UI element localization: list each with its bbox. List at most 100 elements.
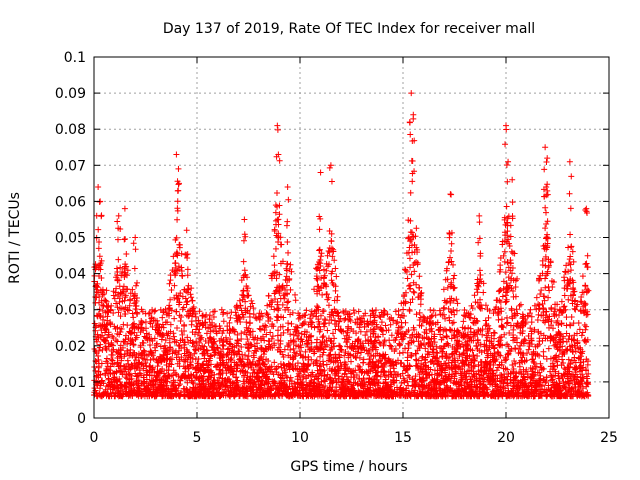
data-point	[433, 349, 440, 356]
data-point	[258, 353, 265, 360]
data-point	[386, 337, 393, 344]
data-point	[109, 333, 116, 340]
data-point	[376, 313, 383, 320]
data-point	[347, 381, 354, 388]
data-point	[247, 328, 254, 335]
data-point	[109, 351, 116, 358]
data-point	[285, 320, 292, 327]
data-point	[140, 365, 147, 372]
data-point	[98, 360, 105, 367]
data-point	[512, 360, 519, 367]
data-point	[526, 343, 533, 350]
data-point	[297, 342, 304, 349]
data-point	[159, 314, 166, 321]
data-point	[126, 302, 133, 309]
data-point	[143, 371, 150, 378]
data-point	[287, 331, 294, 338]
data-point	[296, 348, 303, 355]
data-point	[296, 312, 303, 319]
data-point	[547, 368, 554, 375]
data-point	[563, 285, 570, 292]
data-point	[443, 332, 450, 339]
data-point	[395, 311, 402, 318]
data-point	[505, 274, 512, 281]
data-point	[584, 311, 591, 318]
data-point	[351, 344, 358, 351]
data-point	[152, 307, 159, 314]
data-point	[400, 335, 407, 342]
data-point	[407, 217, 414, 224]
data-point	[324, 252, 331, 259]
data-point	[207, 361, 214, 368]
data-point	[387, 321, 394, 328]
data-point	[421, 341, 428, 348]
data-point	[103, 355, 110, 362]
data-point	[367, 312, 374, 319]
data-point	[342, 349, 349, 356]
data-point	[360, 356, 367, 363]
data-point	[567, 261, 574, 268]
data-point	[104, 308, 111, 315]
data-point	[418, 289, 425, 296]
data-point	[485, 314, 492, 321]
data-point	[107, 363, 114, 370]
data-point	[188, 294, 195, 301]
data-point	[451, 272, 458, 279]
data-point	[249, 300, 256, 307]
data-point	[563, 314, 570, 321]
data-point	[496, 287, 503, 294]
data-point	[568, 314, 575, 321]
data-point	[360, 376, 367, 383]
data-point	[328, 316, 335, 323]
data-point	[157, 343, 164, 350]
data-point	[298, 330, 305, 337]
data-point	[278, 364, 285, 371]
data-point	[316, 246, 323, 253]
data-point	[510, 326, 517, 333]
data-point	[140, 356, 147, 363]
data-point	[108, 356, 115, 363]
data-point	[498, 316, 505, 323]
data-point	[535, 311, 542, 318]
data-point	[581, 322, 588, 329]
data-point	[268, 297, 275, 304]
data-point	[393, 334, 400, 341]
data-point	[140, 374, 147, 381]
data-point	[167, 321, 174, 328]
data-point	[565, 296, 572, 303]
data-point	[117, 264, 124, 271]
data-point	[506, 330, 513, 337]
data-point	[477, 375, 484, 382]
data-point	[555, 353, 562, 360]
data-point	[315, 283, 322, 290]
data-point	[146, 331, 153, 338]
data-point	[398, 379, 405, 386]
data-point	[502, 299, 509, 306]
data-point	[193, 338, 200, 345]
data-point	[572, 306, 579, 313]
data-point	[337, 343, 344, 350]
data-point	[412, 373, 419, 380]
data-point	[114, 330, 121, 337]
data-point	[117, 313, 124, 320]
data-point	[408, 351, 415, 358]
data-point	[284, 327, 291, 334]
data-point	[561, 303, 568, 310]
data-point	[314, 290, 321, 297]
data-point	[490, 329, 497, 336]
data-point	[482, 317, 489, 324]
data-point	[570, 258, 577, 265]
data-point	[416, 376, 423, 383]
data-point	[537, 290, 544, 297]
data-point	[545, 294, 552, 301]
data-point	[113, 274, 120, 281]
data-point	[180, 385, 187, 392]
data-point	[174, 325, 181, 332]
data-point	[407, 264, 414, 271]
data-point	[287, 261, 294, 268]
data-point	[240, 314, 247, 321]
data-point	[299, 313, 306, 320]
data-point	[424, 315, 431, 322]
data-point	[201, 355, 208, 362]
data-point	[413, 311, 420, 318]
